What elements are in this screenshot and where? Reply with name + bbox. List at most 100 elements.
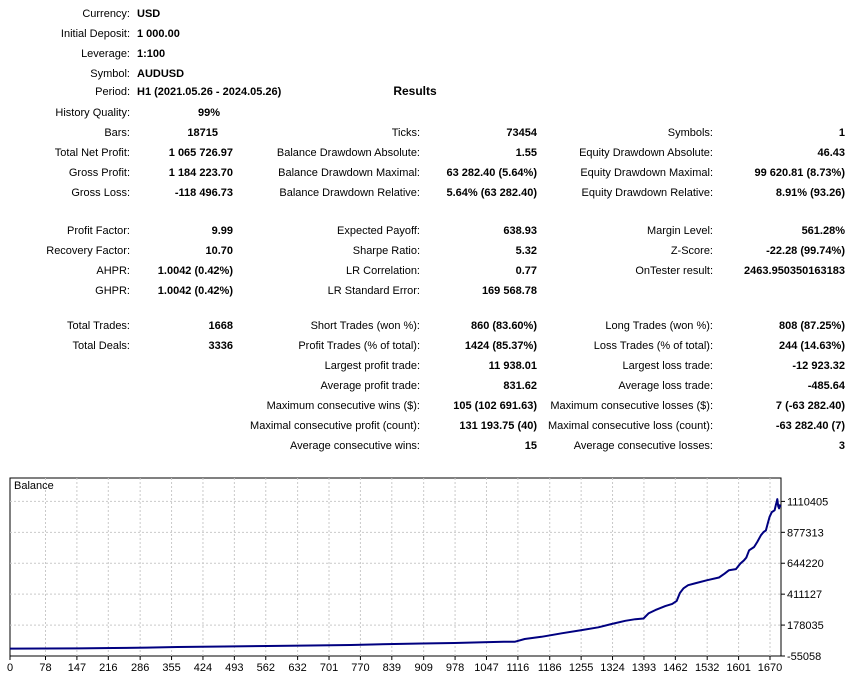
setup-row: History Quality: 99%: [0, 107, 853, 121]
x-tick-label: 1670: [758, 662, 782, 674]
stat-value: 7 (-63 282.40): [775, 400, 845, 412]
setup-value: USD: [137, 8, 161, 20]
results-title: Results: [393, 84, 437, 98]
stat-value: 561.28%: [801, 225, 845, 237]
x-tick-label: 1186: [538, 662, 562, 674]
x-tick-label: 1116: [506, 662, 529, 674]
setup-value: 99%: [197, 107, 220, 119]
stat-value: 244 (14.63%): [778, 340, 845, 352]
plot-border: [9, 477, 782, 657]
stat-label: Gross Profit:: [68, 167, 130, 179]
stat-label: Maximum consecutive losses ($):: [550, 400, 713, 412]
stat-value: 63 282.40 (5.64%): [446, 167, 537, 179]
stat-row: Largest profit trade: 11 938.01 Largest lo…: [0, 360, 853, 374]
stat-row: Maximal consecutive profit (count): 131 1…: [0, 420, 853, 434]
stat-value: 638.93: [503, 225, 537, 237]
stat-value: 18715: [187, 127, 218, 139]
stat-row: Gross Profit: 1 184 223.70 Balance Drawdow…: [0, 167, 853, 181]
stat-value: 1.0042 (0.42%): [157, 265, 233, 277]
x-tick-label: 1324: [600, 662, 624, 674]
stat-value: 8.91% (93.26): [775, 187, 845, 199]
stat-label: Profit Trades (% of total):: [298, 340, 420, 352]
y-tick-label: 877313: [787, 527, 824, 539]
stat-label: Average profit trade:: [320, 380, 420, 392]
y-tick-label: 644220: [787, 558, 824, 570]
x-tick-label: 216: [99, 662, 117, 674]
x-tick-label: 0: [7, 662, 13, 674]
stat-label: Maximum consecutive wins ($):: [266, 400, 420, 412]
stat-value: 131 193.75 (40): [459, 420, 537, 432]
stat-label: Total Trades:: [67, 320, 130, 332]
stat-label: Long Trades (won %):: [605, 320, 713, 332]
stat-value: -12 923.32: [792, 360, 845, 372]
x-tick-label: 1255: [569, 662, 593, 674]
stat-value: 1.0042 (0.42%): [157, 285, 233, 297]
stat-label: Profit Factor:: [67, 225, 130, 237]
stat-value: 105 (102 691.63): [453, 400, 537, 412]
stat-value: 3336: [208, 340, 233, 352]
setup-label: Symbol:: [90, 68, 130, 80]
stat-value: 1424 (85.37%): [464, 340, 537, 352]
stat-value: 5.64% (63 282.40): [446, 187, 537, 199]
x-tick-label: 632: [288, 662, 306, 674]
x-tick-label: 1047: [474, 662, 498, 674]
stat-value: 1 065 726.97: [168, 147, 233, 159]
stat-label: Short Trades (won %):: [310, 320, 420, 332]
stat-value: 46.43: [817, 147, 845, 159]
stat-label: Recovery Factor:: [46, 245, 130, 257]
x-tick-label: 355: [162, 662, 180, 674]
x-tick-label: 562: [257, 662, 275, 674]
stat-value: 5.32: [515, 245, 537, 257]
stat-label: LR Correlation:: [346, 265, 420, 277]
stat-label: Average consecutive losses:: [573, 440, 713, 452]
stat-label: Balance Drawdown Maximal:: [278, 167, 420, 179]
setup-label: Period:: [95, 86, 130, 98]
stat-label: Loss Trades (% of total):: [593, 340, 713, 352]
stat-value: 1: [838, 127, 845, 139]
stat-label: Maximal consecutive profit (count):: [250, 420, 420, 432]
stat-label: Total Net Profit:: [54, 147, 130, 159]
stat-value: 169 568.78: [481, 285, 537, 297]
x-tick-label: 701: [320, 662, 338, 674]
stat-value: 0.77: [515, 265, 537, 277]
stat-row: Bars: 18715 Ticks: 73454 Symbols: 1: [0, 127, 853, 141]
setup-value: 1:100: [137, 48, 166, 60]
stat-label: Ticks:: [391, 127, 420, 139]
x-tick-label: 1532: [695, 662, 719, 674]
stat-label: Z-Score:: [670, 245, 713, 257]
setup-value: 1 000.00: [137, 28, 180, 40]
stat-value: -63 282.40 (7): [775, 420, 845, 432]
setup-row: Initial Deposit: 1 000.00: [0, 28, 853, 42]
setup-label: History Quality:: [55, 107, 130, 119]
chart-title: Balance: [14, 480, 54, 492]
stat-value: 1 184 223.70: [168, 167, 233, 179]
stat-value: -485.64: [807, 380, 845, 392]
stat-row: Total Deals: 3336 Profit Trades (% of tota…: [0, 340, 853, 354]
stat-row: Gross Loss: -118 496.73 Balance Drawdown R…: [0, 187, 853, 201]
stat-value: 73454: [506, 127, 537, 139]
stat-value: 1.55: [515, 147, 537, 159]
stat-value: 15: [524, 440, 537, 452]
stat-label: Largest profit trade:: [324, 360, 420, 372]
stat-value: 9.99: [211, 225, 233, 237]
stat-value: 99 620.81 (8.73%): [754, 167, 845, 179]
x-tick-label: 424: [194, 662, 212, 674]
stat-value: 1668: [208, 320, 233, 332]
x-tick-label: 770: [351, 662, 369, 674]
stat-value: 2463.950350163183: [744, 265, 845, 277]
x-tick-label: 147: [68, 662, 86, 674]
stat-label: Total Deals:: [72, 340, 130, 352]
balance-chart: 0 78 147 216 286 355 424 493 562 632 701 770 839 909 9…: [7, 477, 828, 674]
stat-label: Bars:: [104, 127, 130, 139]
stat-label: Maximal consecutive loss (count):: [547, 420, 713, 432]
setup-label: Leverage:: [81, 48, 130, 60]
stat-label: Average loss trade:: [618, 380, 713, 392]
balance-line: [9, 498, 782, 650]
setup-label: Currency:: [82, 8, 130, 20]
stat-value: 808 (87.25%): [778, 320, 845, 332]
stat-label: Balance Drawdown Relative:: [279, 187, 420, 199]
y-tick-label: -55058: [787, 651, 821, 663]
stat-value: 831.62: [503, 380, 537, 392]
x-tick-label: 493: [225, 662, 243, 674]
stat-label: OnTester result:: [635, 265, 713, 277]
